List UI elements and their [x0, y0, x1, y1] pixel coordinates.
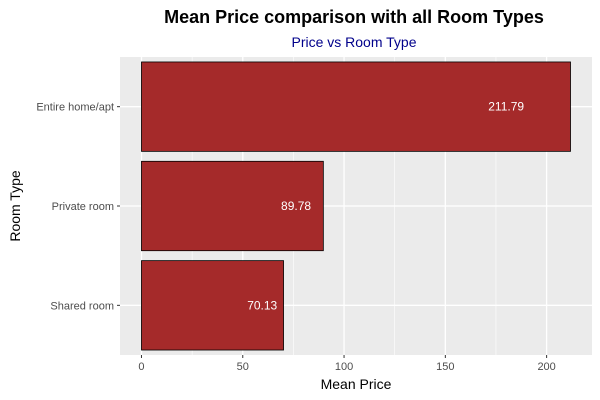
bar [141, 260, 284, 351]
x-tick-label: 100 [335, 361, 353, 373]
x-tick-label: 200 [537, 361, 555, 373]
y-tick-label: Entire home/apt [36, 102, 114, 114]
data-labels: 211.79 89.78 70.13 [247, 100, 524, 313]
x-axis-ticks: 0 50 100 150 200 [138, 355, 556, 373]
y-axis-ticks: Entire home/apt Private room Shared room [36, 102, 120, 312]
bar-value-label: 211.79 [488, 100, 524, 114]
y-tick-label: Private room [52, 201, 114, 213]
x-tick-label: 0 [138, 361, 144, 373]
y-axis-title: Room Type [7, 170, 23, 242]
bar [141, 160, 324, 252]
chart-subtitle: Price vs Room Type [291, 34, 416, 50]
y-tick-label: Shared room [50, 300, 114, 312]
bar-value-label: 70.13 [247, 298, 277, 312]
bar [141, 61, 571, 152]
chart-title: Mean Price comparison with all Room Type… [164, 7, 544, 27]
bar-value-label: 89.78 [281, 199, 311, 213]
x-tick-label: 150 [436, 361, 454, 373]
bars [141, 61, 571, 351]
x-axis-title: Mean Price [321, 376, 392, 392]
x-tick-label: 50 [237, 361, 249, 373]
